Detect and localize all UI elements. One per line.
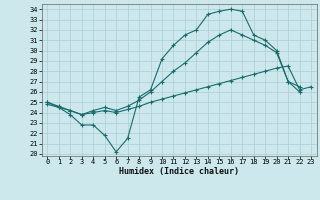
X-axis label: Humidex (Indice chaleur): Humidex (Indice chaleur)	[119, 167, 239, 176]
